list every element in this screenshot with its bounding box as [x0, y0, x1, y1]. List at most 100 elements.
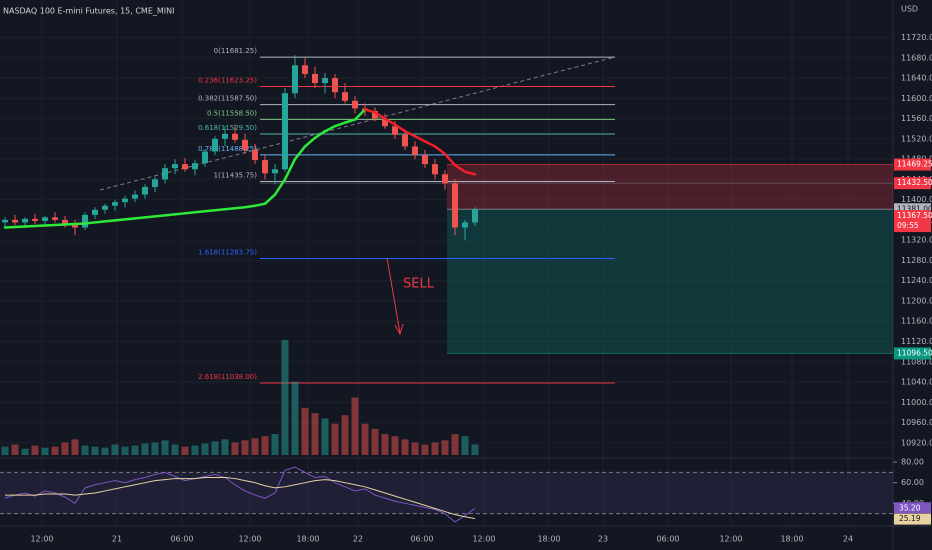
volume-bar — [261, 436, 269, 455]
y-tick-label: 11040.00 — [901, 378, 932, 387]
rsi-badge-bg — [894, 502, 931, 514]
moving-average — [63, 222, 77, 226]
arrow-shaft — [386, 257, 401, 334]
volume-bar — [211, 441, 219, 455]
moving-average — [343, 118, 357, 124]
moving-average — [213, 208, 227, 212]
moving-average — [143, 215, 157, 219]
y-tick-label: 11320.00 — [901, 236, 932, 245]
volume-bar — [171, 444, 179, 455]
y-tick-label: 11720.00 — [901, 33, 932, 42]
y-tick-label: 10920.00 — [901, 438, 932, 447]
candle-body — [472, 209, 478, 223]
rsi-ma-line — [5, 477, 476, 520]
y-tick-label: 11560.00 — [901, 114, 932, 123]
x-tick-label: 12:00 — [238, 535, 261, 544]
moving-average — [323, 124, 337, 133]
candle-body — [242, 139, 248, 150]
volume-bar — [291, 381, 299, 455]
candle-body — [382, 118, 388, 127]
candle-body — [12, 219, 18, 223]
moving-average — [123, 217, 137, 221]
x-tick-label: 12:00 — [719, 535, 742, 544]
volume-bar — [441, 440, 449, 455]
fib-label: 0(11681.25) — [214, 47, 258, 55]
volume-bar — [301, 407, 309, 455]
volume-bar — [111, 444, 119, 455]
symbol-title[interactable]: NASDAQ 100 E-mini Futures, 15, CME_MINI — [3, 7, 174, 16]
moving-average — [33, 224, 47, 228]
rsi-tick-label: 80.00 — [901, 458, 924, 467]
volume-bar — [471, 444, 479, 455]
candle-body — [282, 93, 288, 170]
rsi-ma-badge-bg — [894, 513, 931, 525]
volume-bar — [271, 434, 279, 455]
moving-average — [403, 129, 417, 138]
candle-body — [212, 138, 218, 152]
level-badge: 11432.50 — [897, 178, 932, 187]
moving-average — [83, 221, 97, 225]
candle-body — [132, 194, 138, 199]
volume-bar — [411, 442, 419, 455]
volume-bar — [341, 415, 349, 455]
y-tick-label: 11680.00 — [901, 53, 932, 62]
volume-bar — [121, 446, 129, 455]
moving-average — [23, 224, 37, 228]
candle-body — [302, 65, 308, 74]
stop-badge-bg — [894, 158, 931, 171]
volume-bar — [431, 442, 439, 455]
x-tick-label: 06:00 — [170, 535, 193, 544]
x-tick-label: 24 — [843, 535, 853, 544]
fib-label: 1.618(11283.75) — [198, 249, 257, 257]
volume-bar — [321, 418, 329, 455]
moving-average — [413, 135, 427, 143]
moving-average — [453, 163, 467, 174]
moving-average — [113, 218, 127, 222]
stop-badge: 11469.25 — [897, 160, 932, 169]
candle-body — [232, 133, 238, 140]
candle-body — [62, 219, 68, 225]
moving-average — [313, 129, 327, 140]
moving-average — [193, 210, 207, 214]
candle-body — [412, 146, 418, 156]
candle-body — [432, 164, 438, 175]
y-tick-label: 11640.00 — [901, 74, 932, 83]
fib-label: 1(11435.75) — [214, 172, 258, 180]
candle-body — [202, 151, 208, 164]
moving-average — [333, 121, 347, 128]
moving-average — [13, 225, 27, 229]
candle-body — [102, 205, 108, 210]
volume-bar — [201, 443, 209, 455]
moving-average — [243, 204, 257, 209]
moving-average — [93, 220, 107, 224]
trend-line[interactable] — [99, 56, 616, 191]
y-tick-label: 10960.00 — [901, 418, 932, 427]
candle-body — [92, 209, 98, 215]
volume-bar — [311, 413, 319, 455]
candle-body — [142, 186, 148, 195]
candle-body — [452, 183, 458, 228]
currency: USD — [901, 5, 918, 14]
rsi-band — [0, 472, 893, 514]
volume-bar — [461, 436, 469, 455]
volume-bar — [401, 439, 409, 455]
moving-average — [133, 216, 147, 220]
y-tick-label: 11160.00 — [901, 317, 932, 326]
candle-body — [322, 78, 328, 84]
candle-body — [152, 179, 158, 187]
candle-body — [442, 174, 448, 184]
fib-label: 0.786(11488.25) — [198, 145, 257, 153]
moving-average — [153, 214, 167, 218]
volume-bar — [231, 442, 239, 455]
candle-body — [352, 100, 358, 109]
volume-bar — [371, 428, 379, 455]
moving-average — [273, 178, 287, 196]
moving-average — [423, 140, 437, 148]
moving-average — [293, 145, 307, 161]
volume-bar — [181, 446, 189, 455]
sell-annotation[interactable]: SELL — [403, 277, 435, 292]
moving-average — [233, 205, 247, 210]
candle-body — [162, 168, 168, 180]
y-tick-label: 11200.00 — [901, 296, 932, 305]
